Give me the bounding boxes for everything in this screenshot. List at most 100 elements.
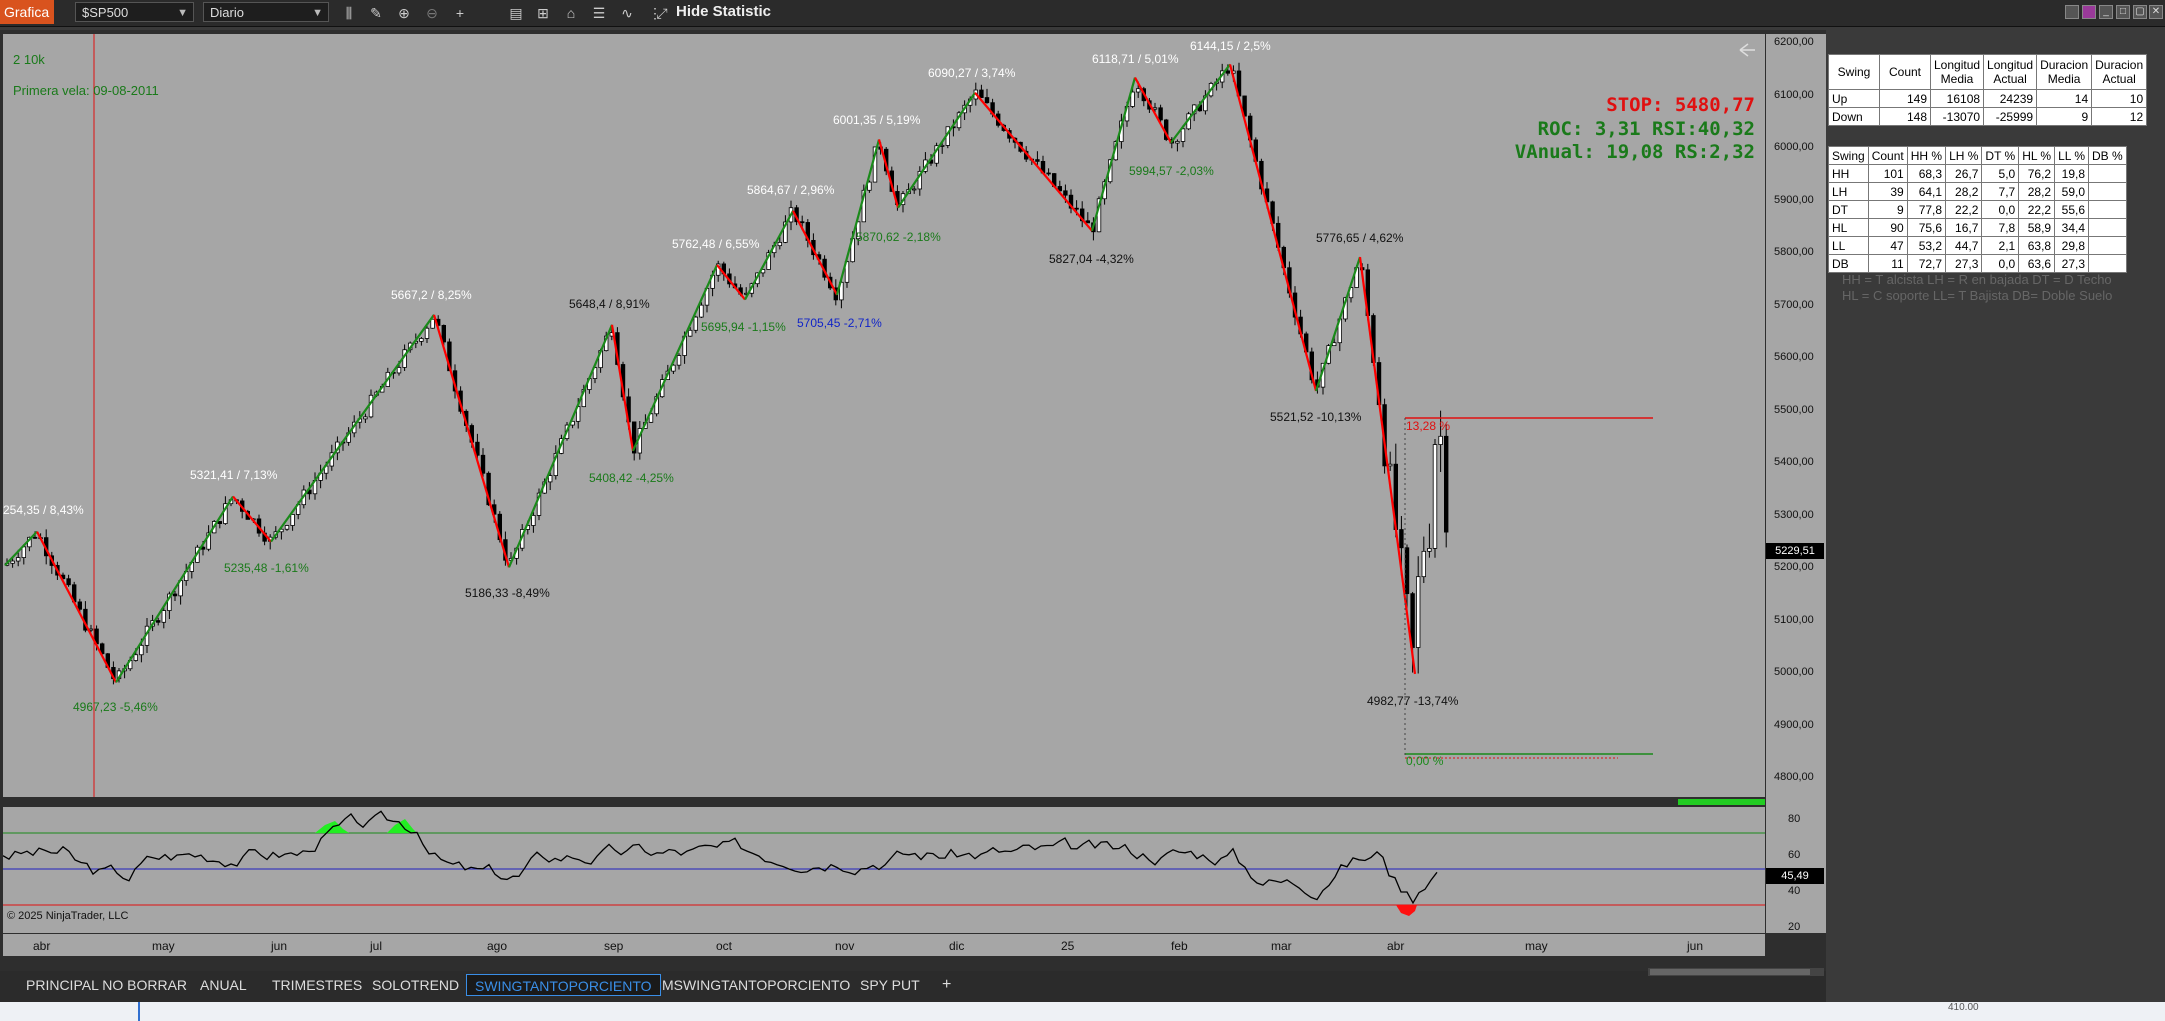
roc-rsi-text: ROC: 3,31 RSI:40,32 (1537, 118, 1755, 140)
horizontal-scrollbar[interactable] (1648, 968, 1824, 976)
candle-up (671, 364, 676, 372)
candle-up (917, 170, 922, 190)
candle-down (1225, 70, 1230, 74)
minimize-icon[interactable]: _ (2099, 5, 2113, 19)
chart-tab[interactable]: Grafica (0, 0, 54, 24)
workspace-tab[interactable]: SPY PUT (860, 977, 920, 993)
price-axis[interactable]: 6200,00 6100,00 6000,00 5900,00 5800,00 5700,… (1766, 34, 1826, 933)
templates-icon[interactable]: ☰ (592, 5, 606, 21)
table-cell: 10 (2091, 89, 2148, 108)
candle-up (699, 304, 704, 318)
swing-label: 6118,71 / 5,01% (1092, 52, 1179, 66)
candle-up (1438, 435, 1443, 445)
swing-label: 5870,62 -2,18% (856, 230, 941, 244)
window-link-icon[interactable] (2082, 5, 2096, 19)
table-header-cell: Duracion Actual (2091, 54, 2148, 90)
table-cell: 27,3 (1945, 254, 1983, 273)
zoom-out-icon[interactable]: ⊖ (426, 5, 438, 21)
rsi-oversold-fill (1396, 905, 1417, 916)
table-cell: 19,8 (2054, 164, 2090, 183)
candle-up (1332, 342, 1337, 347)
more-options-icon[interactable]: ⋮ (648, 5, 662, 21)
bar-type-icon[interactable]: ⫼ (345, 5, 353, 21)
price-panel[interactable]: 2 10k Primera vela: 09-08-2011 STOP: 548… (3, 34, 1765, 797)
candle-up (10, 560, 15, 564)
table-cell: 29,8 (2054, 236, 2090, 255)
candle-up (856, 221, 861, 240)
swing-up-leg (4, 530, 38, 567)
time-axis[interactable]: abr may jun jul ago sep oct nov dic 25 feb mar abr ma… (3, 934, 1765, 956)
hide-statistic-button[interactable]: Hide Statistic (676, 3, 772, 20)
candle-down (1046, 172, 1051, 175)
data-box-icon[interactable]: ∿ (621, 5, 633, 21)
table-cell: 28,2 (1945, 182, 1983, 201)
zoom-in-icon[interactable]: ⊕ (398, 5, 410, 21)
indicators-icon[interactable]: ⊞ (537, 5, 549, 21)
time-tick-label: sep (604, 939, 624, 953)
maximize-icon[interactable]: ▢ (2133, 5, 2147, 19)
table-cell: 22,2 (2018, 200, 2056, 219)
instrument-value: $SP500 (82, 5, 129, 20)
table-cell: 149 (1879, 89, 1931, 108)
properties-icon[interactable]: ▤ (509, 5, 523, 21)
candle-up (1175, 141, 1180, 144)
time-tick-label: feb (1171, 939, 1188, 953)
workspace-tab[interactable]: TRIMESTRES (272, 977, 363, 993)
price-tick-label: 5900,00 (1774, 193, 1814, 206)
swing-up-leg (897, 92, 976, 209)
close-icon[interactable]: ✕ (2149, 5, 2163, 19)
candle-down (441, 325, 446, 343)
vanual-rs-text: VAnual: 19,08 RS:2,32 (1514, 141, 1755, 163)
splitter-marker (1678, 799, 1765, 805)
candle-down (66, 578, 71, 586)
instrument-selector[interactable]: $SP500 ▼ (75, 2, 194, 22)
time-tick-label: abr (33, 939, 51, 953)
chart-toolbar: Grafica $SP500 ▼ Diario ▼ ⫼ ✎ ⊕ ⊖ + ▤ ⊞ … (0, 0, 2165, 27)
candle-down (1035, 159, 1040, 162)
back-arrow-icon (1739, 43, 1755, 57)
table-cell: 77,8 (1906, 200, 1947, 219)
candle-down (1074, 207, 1079, 210)
restore-icon[interactable]: □ (2116, 5, 2130, 19)
time-tick-label: may (152, 939, 175, 953)
candle-down (1444, 435, 1449, 533)
window-tile-icon[interactable] (2065, 5, 2079, 19)
candle-up (536, 492, 542, 516)
workspace-tab[interactable]: SWINGTANTOPORCIENTO (466, 974, 661, 996)
expand-icon[interactable]: ⤢ (656, 5, 668, 21)
workspace-tab[interactable]: MSWINGTANTOPORCIENTO (662, 977, 851, 993)
table-cell: HH (1828, 164, 1869, 183)
time-tick-label: jun (271, 939, 288, 953)
table-header-cell: LL % (2054, 146, 2090, 165)
workspace-tabs-bar: PRINCIPAL NO BORRAR ANUAL TRIMESTRES SOLOTR… (0, 968, 1826, 1002)
workspace-tab[interactable]: ANUAL (200, 977, 247, 993)
price-tick-label: 5600,00 (1774, 351, 1814, 363)
scrollbar-thumb[interactable] (1650, 969, 1810, 975)
strategies-icon[interactable]: ⌂ (566, 5, 576, 21)
table-cell: 11 (1867, 254, 1908, 273)
table-cell: 34,4 (2054, 218, 2090, 237)
workspace-tab[interactable]: PRINCIPAL NO BORRAR (26, 977, 188, 993)
table-header-cell: Longitud Actual (1983, 54, 2038, 90)
swing-down-leg (1358, 256, 1417, 675)
candle-down (984, 97, 990, 104)
legend-line-1: HH = T alcista LH = R en bajada DT = D T… (1842, 272, 2112, 287)
price-tick-label: 4900,00 (1774, 718, 1814, 731)
interval-selector[interactable]: Diario ▼ (203, 2, 329, 22)
candle-up (21, 546, 26, 558)
panel-splitter[interactable] (3, 797, 1765, 807)
swing-down-leg (432, 314, 511, 568)
rsi-panel[interactable]: © 2025 NinjaTrader, LLC (3, 807, 1765, 933)
draw-tool-icon[interactable]: ✎ (370, 5, 382, 21)
add-tab-button[interactable]: + (942, 976, 952, 993)
workspace-tab[interactable]: SOLOTREND (372, 977, 460, 993)
candle-up (1130, 91, 1135, 107)
table-header-row: Swing Count Longitud Media Longitud Actual D… (1828, 54, 2148, 90)
rsi-tick-label: 40 (1788, 885, 1801, 897)
crosshair-icon[interactable]: + (455, 5, 465, 21)
candle-up (161, 610, 166, 623)
table-cell: 16,7 (1945, 218, 1983, 237)
table-header-cell: Duracion Media (2036, 54, 2093, 90)
candle-up (912, 188, 917, 191)
candle-down (1085, 220, 1090, 224)
